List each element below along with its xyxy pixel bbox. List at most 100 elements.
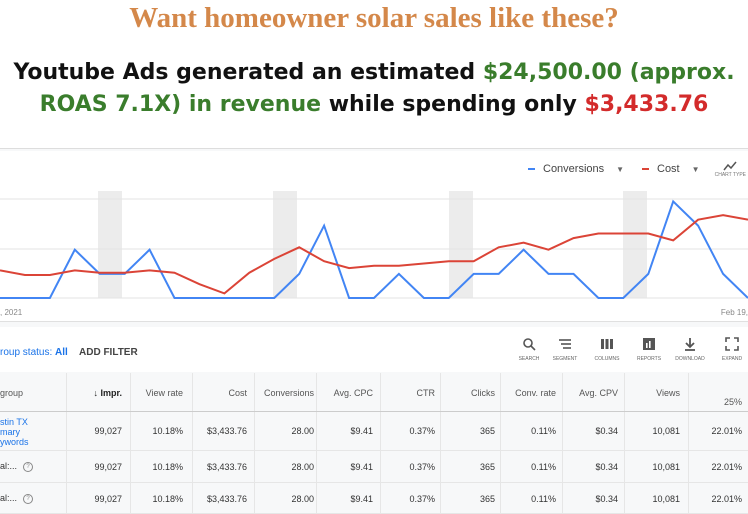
- cell-avg-cpc: $9.41: [350, 426, 373, 436]
- columns-label: COLUMNS: [594, 356, 620, 362]
- cell-impr: 99,027: [94, 462, 122, 472]
- cell-view-rate: 10.18%: [152, 462, 183, 472]
- expand-label: EXPAND: [721, 356, 743, 362]
- col-header-impr[interactable]: ↓ Impr.: [93, 388, 122, 398]
- headline: Want homeowner solar sales like these?: [129, 2, 619, 34]
- cell-views: 10,081: [652, 494, 680, 504]
- reports-button[interactable]: REPORTS: [634, 337, 664, 362]
- cell-cost: $3,433.76: [206, 494, 247, 504]
- cell-views: 10,081: [652, 462, 680, 472]
- cell-clicks: 365: [479, 462, 495, 472]
- conversions-swatch: [528, 168, 535, 170]
- legend-conversions[interactable]: Conversions ▼: [528, 163, 624, 175]
- chart-svg: [0, 191, 748, 299]
- cell-impr: 99,027: [94, 494, 122, 504]
- help-icon[interactable]: ?: [23, 461, 34, 472]
- expand-button[interactable]: EXPAND: [717, 337, 747, 362]
- download-button[interactable]: DOWNLOAD: [675, 337, 705, 362]
- search-icon: [523, 338, 536, 351]
- cell-view-rate: 10.18%: [152, 426, 183, 436]
- cell-cost: $3,433.76: [206, 462, 247, 472]
- columns-button[interactable]: COLUMNS: [592, 337, 622, 362]
- col-header-conversions[interactable]: Conversions: [263, 388, 314, 398]
- expand-icon: [725, 337, 739, 351]
- search-button[interactable]: SEARCH: [514, 337, 544, 362]
- col-header-conv-rate[interactable]: Conv. rate: [515, 388, 556, 398]
- cell-cost: $3,433.76: [206, 426, 247, 436]
- col-header-view-rate[interactable]: View rate: [145, 388, 183, 398]
- legend-conversions-label: Conversions: [543, 163, 605, 175]
- subheadline-text: Youtube Ads generated an estimated: [13, 60, 483, 85]
- segment-button[interactable]: SEGMENT: [550, 337, 580, 362]
- cost-swatch: [642, 168, 649, 170]
- revenue-amount: $24,500.00 (approx.: [482, 60, 735, 85]
- group-status-label: roup status:: [0, 347, 53, 358]
- cell-last: 22.01%: [711, 426, 742, 436]
- cell-ctr: 0.37%: [409, 462, 435, 472]
- col-header-impr-label: Impr.: [100, 388, 122, 398]
- col-header-avg-cpv[interactable]: Avg. CPV: [579, 388, 618, 398]
- ad-group-name: al:...?: [0, 461, 34, 472]
- spend-amount: $3,433.76: [584, 92, 709, 117]
- table-row: al:...? 99,027 10.18% $3,433.76 28.00 $9…: [0, 451, 748, 483]
- search-label: SEARCH: [518, 356, 540, 362]
- chart-type-label: CHART TYPE: [714, 172, 746, 178]
- cell-avg-cpv: $0.34: [595, 462, 618, 472]
- legend-cost[interactable]: Cost ▼: [642, 163, 700, 175]
- arrow-down-icon: ↓: [93, 388, 101, 398]
- subheadline-line-2: ROAS 7.1X) in revenue while spending onl…: [0, 92, 748, 117]
- table-header: group ↓ Impr. View rate Cost Conversions…: [0, 373, 748, 412]
- cell-conversions: 28.00: [291, 426, 314, 436]
- cell-conversions: 28.00: [291, 494, 314, 504]
- cell-view-rate: 10.18%: [152, 494, 183, 504]
- ad-group-link[interactable]: stin TX mary ywords: [0, 417, 29, 447]
- cell-last: 22.01%: [711, 494, 742, 504]
- ad-group-name-line-3: ywords: [0, 437, 29, 447]
- reports-label: REPORTS: [636, 356, 662, 362]
- weekend-band: [273, 191, 297, 298]
- cell-avg-cpc: $9.41: [350, 494, 373, 504]
- cell-views: 10,081: [652, 426, 680, 436]
- add-filter-button[interactable]: ADD FILTER: [79, 347, 138, 358]
- filter-bar: roup status: All ADD FILTER SEARCH SEGME…: [0, 327, 748, 372]
- cell-ctr: 0.37%: [409, 426, 435, 436]
- col-header-views[interactable]: Views: [656, 388, 680, 398]
- cell-conv-rate: 0.11%: [531, 494, 556, 504]
- download-icon: [685, 338, 695, 351]
- col-header-avg-cpc[interactable]: Avg. CPC: [333, 388, 373, 398]
- help-icon[interactable]: ?: [23, 493, 34, 504]
- table-row: al:...? 99,027 10.18% $3,433.76 28.00 $9…: [0, 483, 748, 514]
- cell-conversions: 28.00: [291, 462, 314, 472]
- cell-ctr: 0.37%: [409, 494, 435, 504]
- chart-type-icon: [723, 161, 737, 171]
- legend-cost-label: Cost: [657, 163, 680, 175]
- conversions-series-line: [0, 199, 748, 299]
- col-header-ctr[interactable]: CTR: [416, 388, 436, 398]
- cell-avg-cpc: $9.41: [350, 462, 373, 472]
- group-status-filter[interactable]: roup status: All: [0, 347, 68, 358]
- cell-last: 22.01%: [711, 462, 742, 472]
- weekend-band: [623, 191, 647, 298]
- cell-clicks: 365: [479, 426, 495, 436]
- ad-group-name-line-1: stin TX: [0, 417, 28, 427]
- ad-group-name-text: al:...: [0, 461, 18, 471]
- cell-avg-cpv: $0.34: [595, 494, 618, 504]
- chevron-down-icon: ▼: [691, 164, 700, 174]
- group-status-value: All: [55, 347, 68, 358]
- subheadline-text-2: while spending only: [321, 92, 585, 117]
- reports-icon: [643, 338, 655, 350]
- ad-group-name-text: al:...: [0, 493, 18, 503]
- chart-type-button[interactable]: CHART TYPE: [715, 160, 746, 178]
- x-axis-end-label: Feb 19,: [720, 308, 748, 317]
- cost-series-line: [0, 214, 748, 295]
- x-axis-start-label: , 2021: [0, 308, 23, 317]
- col-header-last[interactable]: 25%: [723, 397, 742, 407]
- performance-chart: Conversions ▼ Cost ▼ CHART TYPE , 2021 F…: [0, 151, 748, 322]
- roas-text: ROAS 7.1X) in revenue: [39, 92, 322, 117]
- cell-clicks: 365: [479, 494, 495, 504]
- subheadline-line-1: Youtube Ads generated an estimated $24,5…: [0, 60, 748, 85]
- weekend-band: [98, 191, 122, 298]
- col-header-group[interactable]: group: [0, 388, 24, 398]
- col-header-clicks[interactable]: Clicks: [471, 388, 495, 398]
- col-header-cost[interactable]: Cost: [228, 388, 247, 398]
